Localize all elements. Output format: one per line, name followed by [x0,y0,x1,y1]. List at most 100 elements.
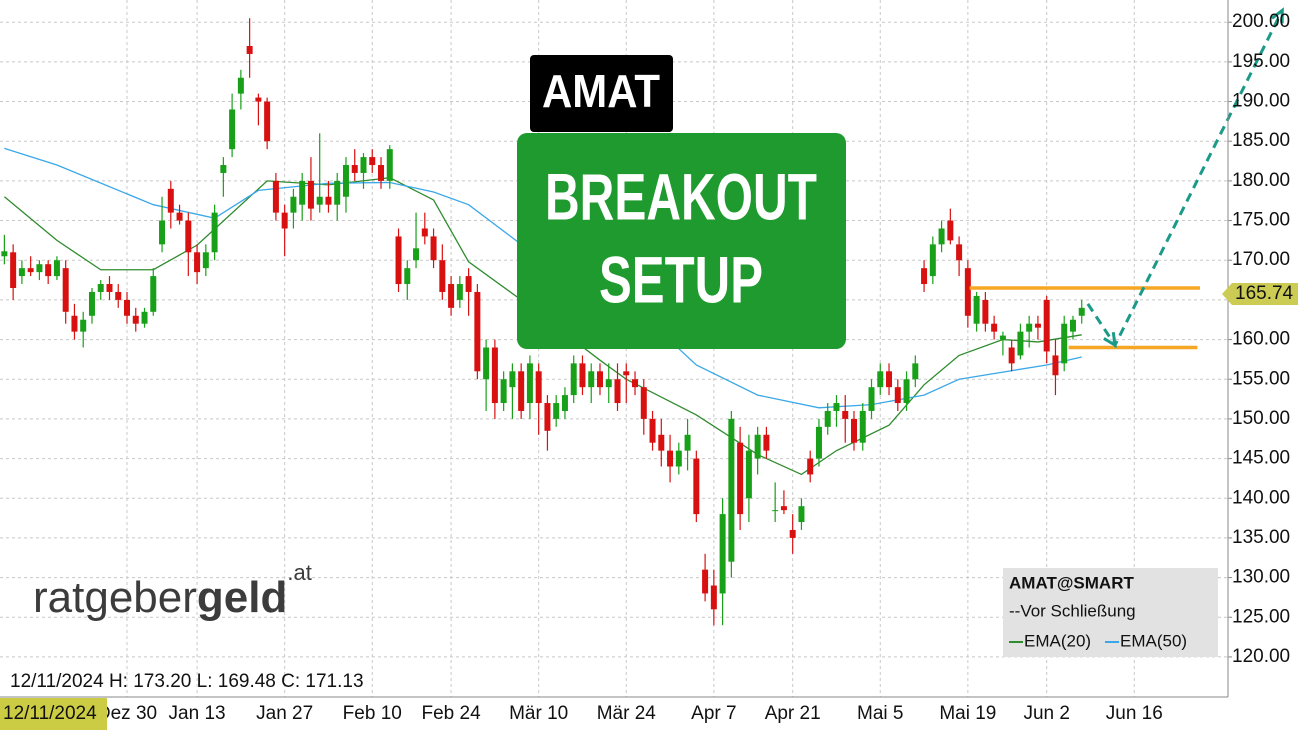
y-tick-label: 135.00 [1232,527,1290,548]
candle-body [684,434,691,451]
x-tick-label: Feb 24 [422,703,482,724]
candle-body [824,410,831,427]
x-tick-label: Jun 16 [1106,703,1163,724]
candle-body [1052,355,1059,376]
logo-bold: geld [197,573,287,622]
candle-body [886,371,893,388]
candle-body [544,403,551,431]
y-tick-label: 140.00 [1232,487,1290,508]
candle-body [150,276,157,312]
x-tick-label: Apr 21 [765,703,821,724]
candle-body [255,97,262,102]
legend-note: --Vor Schließung [1009,601,1136,620]
x-tick-label: Jun 2 [1023,703,1069,724]
candle-body [334,180,341,205]
candle-body [211,212,218,253]
candle-body [956,244,963,261]
candle-body [640,387,647,419]
candle-body [1043,299,1050,352]
candle-body [868,387,875,411]
candle-body [947,220,954,241]
candle-body [448,284,455,308]
badge [517,133,846,349]
candle-body [973,295,980,324]
candle-body [518,371,525,411]
candle-body [903,379,910,404]
candle-body [351,165,358,173]
candle-body [929,244,936,277]
candle-body [675,450,682,467]
candle-body [561,395,568,411]
candle-body [220,165,227,173]
candle-body [982,299,989,324]
candle-body [141,311,148,324]
axes: 120.00 125.00 130.00 135.00 140.00 145.00 150.… [97,11,1298,724]
y-tick-label: 170.00 [1232,249,1290,270]
candle-body [316,196,323,205]
x-tick-label: Dez 30 [97,703,157,724]
x-tick-label: Jan 27 [256,703,313,724]
candle-body [386,149,393,181]
candle-body [912,363,919,380]
candle-body [693,458,700,515]
logo-suffix: .at [287,560,311,585]
badge-line: SETUP [599,242,763,316]
candle-body [439,260,446,292]
candle-body [369,157,376,166]
candle-body [623,371,630,376]
candle-body [737,442,744,515]
candle-body [999,335,1006,340]
candle-body [465,276,472,292]
candle-body [614,379,621,404]
candle-body [859,410,866,443]
candle-body [1034,323,1041,328]
candle-body [395,236,402,285]
y-tick-label: 190.00 [1232,91,1290,112]
candle-body [605,379,612,388]
candle-body [491,347,498,404]
legend-title: AMAT@SMART [1009,573,1134,592]
candle-body [36,264,43,273]
candle-body [185,220,192,253]
x-tick-label: Feb 10 [343,703,402,724]
candle-body [115,291,122,300]
candle-body [483,347,490,380]
candle-body [342,165,349,197]
plot [1,18,1085,626]
y-tick-label: 125.00 [1232,606,1290,627]
cursor-date: 12/11/2024 [3,703,97,724]
candle-body [176,212,183,221]
candle-body [80,319,87,332]
y-tick-label: 175.00 [1232,210,1290,231]
candle-body [307,180,314,209]
candle-body [18,268,25,277]
candle-body [877,371,884,388]
candle-body [579,363,586,388]
candle-body [1069,319,1076,332]
y-tick-label: 185.00 [1232,130,1290,151]
candle-body [378,165,385,181]
candle-body [10,252,17,288]
y-tick-label: 120.00 [1232,646,1290,667]
candle-body [456,284,463,300]
candle-body [719,514,726,594]
x-tick-label: Mär 24 [597,703,657,724]
candle-body [421,228,428,237]
badge-line: BREAKOUT [545,159,817,233]
candle-body [509,371,516,388]
cursor-date-box [0,698,107,730]
candle-body [658,434,665,451]
candle-body [264,101,271,142]
candle-body [763,434,770,451]
candle-body [430,236,437,261]
crosshair-info: 12/11/2024 H: 173.20 L: 169.48 C: 171.13 [10,671,364,692]
candle-body [132,315,139,324]
candle-body [71,315,78,332]
arrow-head [1271,7,1284,24]
x-tick-label: Apr 7 [691,703,736,724]
y-tick-label: 180.00 [1232,170,1290,191]
candle-body [124,299,131,316]
title: AMAT [542,65,660,117]
y-tick-label: 200.00 [1232,11,1290,32]
